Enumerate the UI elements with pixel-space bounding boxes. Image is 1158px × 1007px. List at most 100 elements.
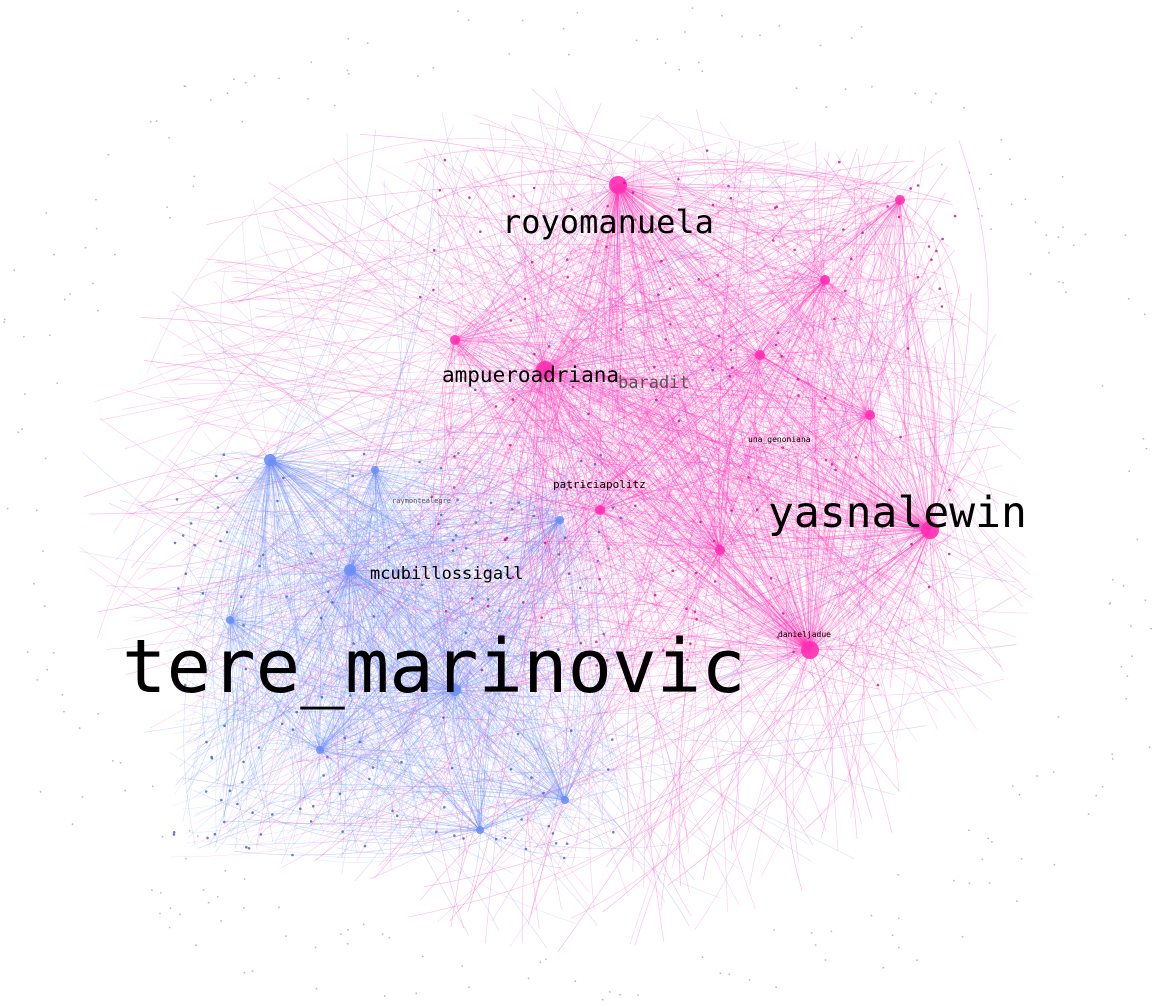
graph-edge [477,369,546,648]
graph-edge [456,441,811,651]
graph-edge [266,739,566,801]
graph-node [177,587,180,590]
graph-edge [194,569,351,798]
graph-edge [599,396,811,651]
graph-edge [374,469,547,776]
graph-edge [589,184,619,354]
graph-edge [533,177,546,371]
graph-edge [349,470,602,571]
graph-edge [318,633,351,751]
graph-edge [272,562,431,655]
graph-edge [621,414,871,514]
graph-edge [453,226,583,726]
graph-edge [229,619,471,761]
graph-edge [255,562,351,571]
graph-edge [670,529,931,660]
graph-edge [319,461,435,751]
graph-node [637,994,639,996]
graph-edge [694,643,778,931]
graph-edge [537,399,969,572]
graph-edge [437,215,590,892]
graph-node [713,580,717,583]
graph-edge [544,369,1013,430]
graph-edge [384,554,514,860]
graph-edge [329,689,456,737]
graph-edge [485,369,546,944]
graph-edge [544,153,587,371]
graph-edge [221,459,271,617]
graph-edge [617,184,742,852]
graph-edge [228,459,271,510]
graph-edge [459,299,546,371]
graph-edge [454,338,556,356]
graph-edge [310,689,456,756]
graph-edge [454,689,482,896]
graph-node [522,601,525,604]
graph-edge [347,543,541,617]
graph-edge [599,320,654,511]
graph-edge [319,749,474,801]
graph-edge [181,730,606,824]
graph-edge [544,290,919,374]
graph-edge [513,223,811,651]
graph-edge [275,567,456,691]
label-baradit: baradit [618,373,690,393]
graph-edge [690,501,931,531]
graph-edge [454,339,665,372]
graph-node [524,847,528,851]
graph-edge [599,372,703,511]
graph-edge [269,459,347,859]
graph-edge [495,279,826,844]
graph-node [224,870,227,872]
graph-edge [617,184,725,256]
graph-edge [759,254,824,356]
graph-edge [178,383,584,558]
graph-edge [315,508,355,641]
graph-edge [269,459,609,631]
graph-node [844,88,847,90]
graph-edge [454,689,486,808]
graph-edge [899,199,955,491]
graph-edge [268,490,379,562]
graph-edge [475,166,736,611]
graph-edge [719,457,931,531]
graph-edge [400,162,456,691]
graph-edge [235,612,298,679]
graph-edge [559,519,629,832]
graph-edge [544,355,714,381]
graph-edge [424,148,601,511]
graph-edge [340,732,481,831]
graph-node [759,34,761,37]
graph-edge [824,279,998,513]
graph-edge [471,168,811,651]
graph-node [830,930,833,933]
graph-edge [197,569,351,578]
graph-edge [545,381,811,651]
graph-edge [287,483,351,571]
graph-edge [425,369,546,428]
graph-edge [264,813,481,831]
graph-edge [539,372,581,619]
graph-node [570,729,573,732]
graph-node [838,160,841,164]
graph-edge [735,507,931,540]
graph-edge [523,369,546,554]
graph-edge [269,459,307,689]
graph-node [844,289,847,293]
graph-edge [702,529,931,881]
graph-edge [893,172,931,531]
graph-edge [175,469,376,786]
graph-edge [454,689,855,860]
graph-edge [442,549,456,691]
graph-edge [161,580,811,651]
graph-edge [342,569,355,683]
graph-edge [544,275,923,371]
graph-node [462,837,465,840]
graph-edge [512,365,871,416]
graph-edge [617,184,748,303]
graph-node [580,459,583,463]
graph-edge [506,492,612,768]
graph-edge [346,500,453,731]
graph-edge [222,354,761,829]
graph-edge [392,519,561,606]
